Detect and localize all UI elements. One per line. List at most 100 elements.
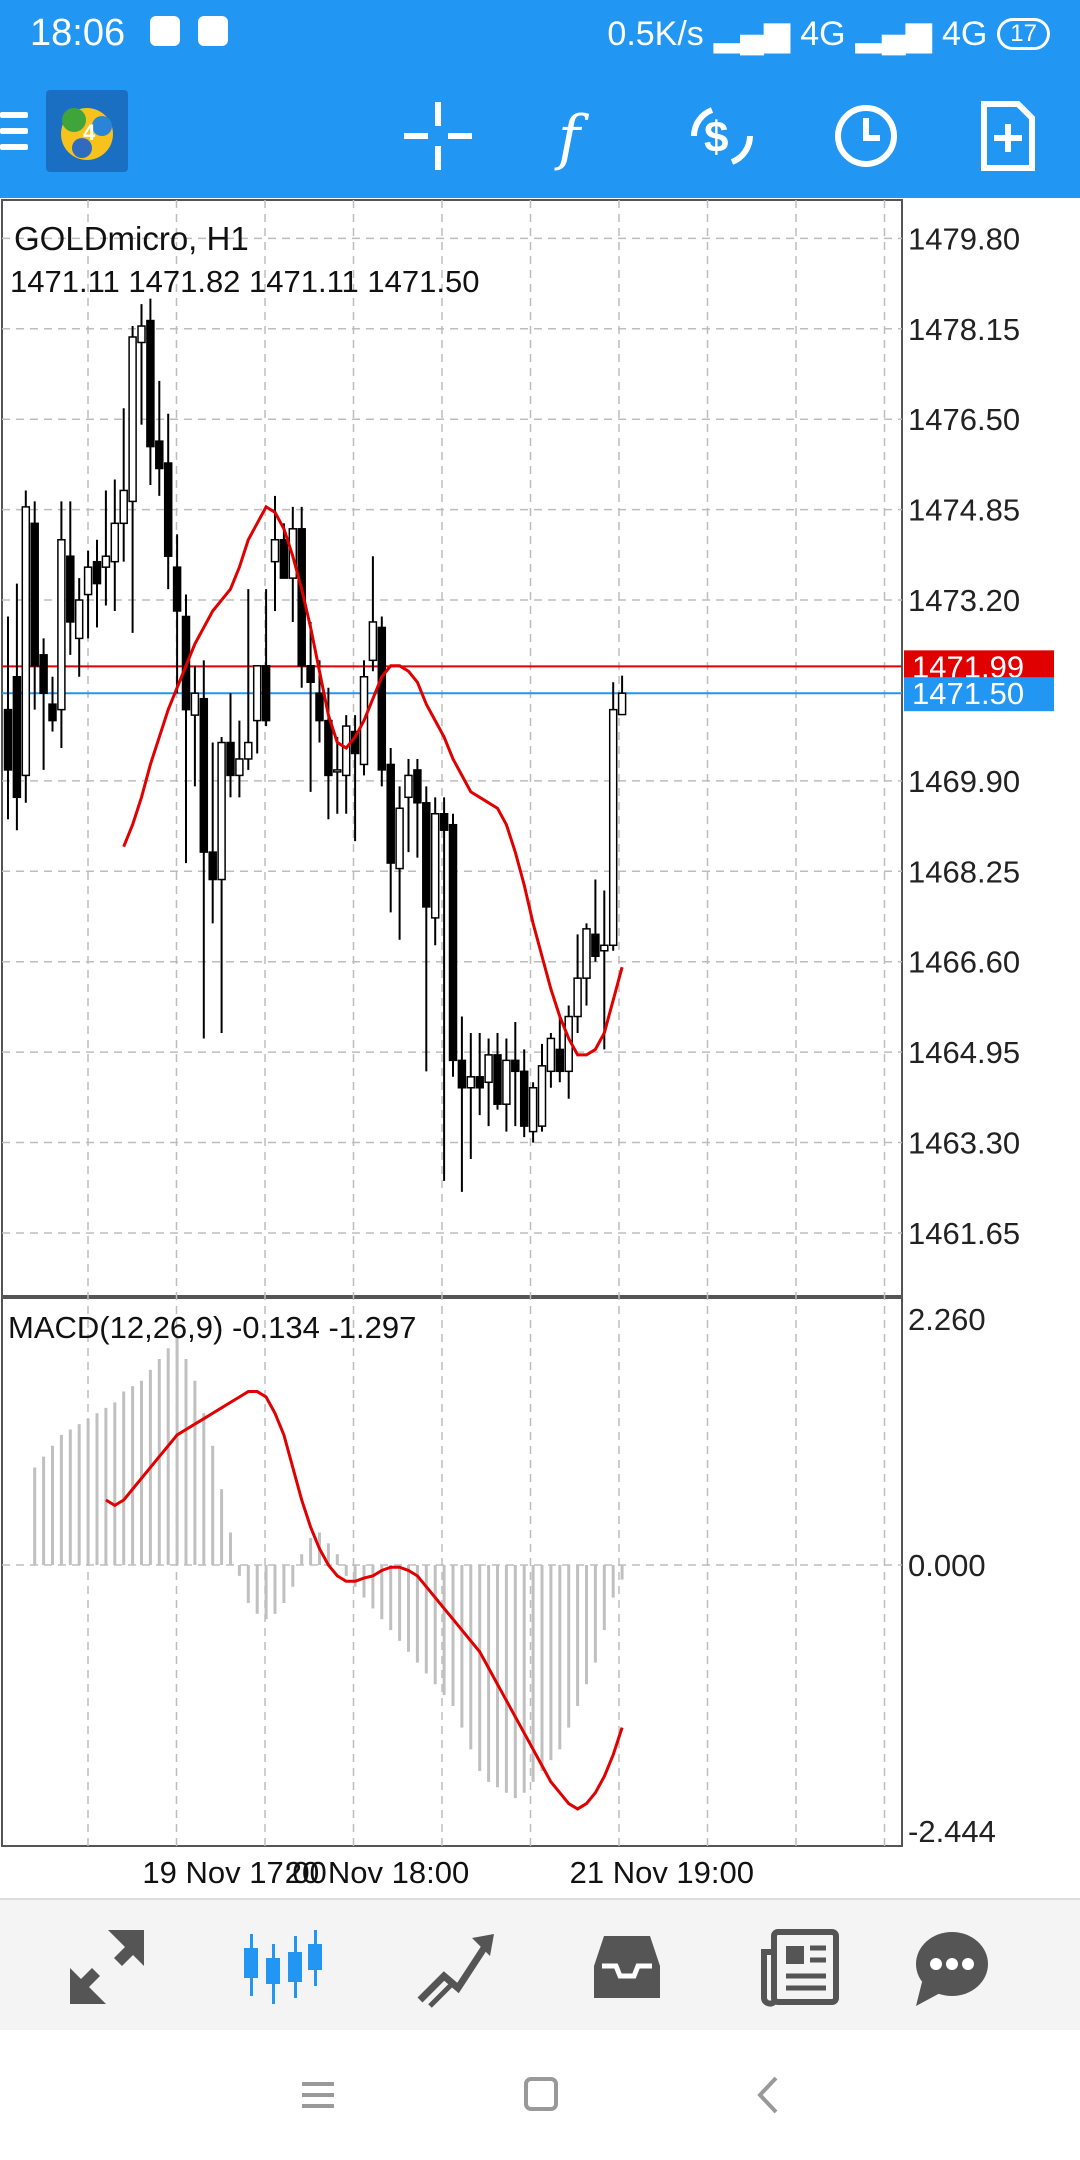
svg-text:4: 4 — [83, 120, 96, 145]
price-tick-label: 1461.65 — [908, 1216, 1020, 1251]
candle-body — [128, 336, 137, 503]
trade-icon[interactable]: $ — [682, 96, 762, 176]
price-tick-label: 1478.15 — [908, 312, 1020, 347]
candle-body — [279, 539, 289, 579]
candle-body — [448, 823, 458, 1062]
candle-body — [404, 774, 413, 799]
price-chart[interactable]: 1479.80 1478.15 1476.50 1474.85 1473.20 1469.… — [0, 198, 1080, 1898]
candle-body — [546, 1037, 556, 1073]
candle-body — [413, 769, 422, 804]
candle-body — [252, 665, 262, 722]
chart-icon[interactable] — [236, 1922, 326, 2012]
candle-body — [3, 708, 13, 771]
candle-body — [484, 1054, 493, 1084]
candle-body — [368, 621, 378, 662]
time-axis-label: 19 Nov 17:00 — [142, 1855, 326, 1890]
crosshair-icon[interactable] — [398, 96, 478, 176]
status-bar: 18:06 0.5K/s ▂▄▆ 4G ▂▄▆ 4G 17 — [0, 0, 1080, 68]
price-pane — [1, 199, 903, 1297]
macd-tick-label: -2.444 — [908, 1814, 996, 1849]
quotes-icon[interactable] — [62, 1922, 152, 2012]
candle-body — [528, 1087, 538, 1133]
candle-body — [430, 813, 440, 919]
candle-body — [422, 802, 431, 908]
candle-body — [537, 1065, 547, 1127]
candle-body — [493, 1054, 502, 1105]
home-icon[interactable] — [512, 2070, 572, 2120]
moving-average-line — [122, 504, 624, 1057]
period-icon[interactable] — [826, 96, 906, 176]
candle-body — [172, 566, 182, 612]
system-navigation — [0, 2030, 1080, 2160]
candle-body — [119, 489, 128, 525]
price-tick-label: 1476.50 — [908, 402, 1020, 437]
candle-body — [573, 977, 582, 1018]
macd-label: MACD(12,26,9) -0.134 -1.297 — [8, 1310, 416, 1345]
candle-body — [208, 851, 217, 881]
candle-body — [511, 1059, 520, 1073]
candle-body — [600, 944, 609, 952]
new-order-icon[interactable] — [968, 96, 1048, 176]
status-time: 18:06 — [30, 12, 126, 54]
svg-text:$: $ — [704, 113, 728, 162]
time-axis-label: 20 Nov 18:00 — [285, 1855, 469, 1890]
price-tick-label: 1469.90 — [908, 764, 1020, 799]
history-icon[interactable] — [582, 1922, 672, 2012]
candle-body — [395, 807, 404, 870]
candle-body — [235, 758, 244, 777]
trade-nav-icon[interactable] — [410, 1922, 500, 2012]
bid-price-label: 1471.50 — [912, 676, 1024, 711]
candle-body — [502, 1059, 511, 1105]
chat-icon[interactable] — [906, 1922, 996, 2012]
candle-body — [146, 319, 155, 448]
candle-body — [439, 813, 449, 831]
svg-text:f: f — [554, 103, 590, 173]
network-type-1: 4G — [800, 14, 846, 53]
network-type-2: 4G — [941, 14, 988, 53]
candle-body — [48, 703, 57, 722]
candle-body — [199, 697, 209, 853]
battery-icon: 17 — [997, 18, 1050, 50]
candle-body — [190, 692, 200, 716]
indicators-icon[interactable]: f — [538, 96, 618, 176]
candle-body — [57, 539, 66, 711]
candle-body — [110, 522, 120, 563]
candle-body — [386, 763, 395, 864]
ohlc-label: 1471.11 1471.82 1471.11 1471.50 — [10, 264, 479, 299]
chart-area[interactable]: 1479.80 1478.15 1476.50 1474.85 1473.20 1469.… — [0, 198, 1080, 1898]
recents-icon[interactable] — [290, 2070, 350, 2120]
metatrader-logo[interactable]: 4 — [46, 90, 128, 172]
signal-icon-1: ▂▄▆ — [713, 15, 791, 53]
price-tick-label: 1473.20 — [908, 583, 1020, 618]
candle-body — [555, 1048, 565, 1073]
price-tick-label: 1463.30 — [908, 1126, 1020, 1161]
candle-body — [297, 528, 306, 667]
menu-icon[interactable] — [0, 112, 28, 158]
back-icon[interactable] — [740, 2070, 800, 2120]
candle-body — [226, 741, 235, 777]
candle-body — [66, 555, 75, 623]
price-tick-label: 1474.85 — [908, 493, 1020, 528]
candle-body — [12, 676, 22, 799]
macd-tick-label: 2.260 — [908, 1302, 986, 1337]
candle-body — [39, 654, 48, 694]
candle-body — [617, 692, 627, 716]
candle-body — [270, 539, 280, 563]
candle-body — [217, 741, 226, 881]
candle-body — [306, 665, 315, 683]
bottom-navigation — [0, 1898, 1080, 2032]
candle-body — [137, 325, 146, 344]
add-notification-icon — [198, 16, 228, 46]
price-tick-label: 1464.95 — [908, 1035, 1020, 1070]
notification-icon — [150, 16, 180, 46]
candle-body — [155, 440, 164, 470]
price-tick-label: 1466.60 — [908, 945, 1020, 980]
candle-body — [341, 725, 351, 777]
candle-body — [315, 692, 324, 722]
news-icon[interactable] — [756, 1922, 846, 2012]
candle-body — [261, 665, 271, 722]
candle-body — [519, 1070, 529, 1127]
status-right: 0.5K/s ▂▄▆ 4G ▂▄▆ 4G 17 — [607, 14, 1050, 54]
candle-body — [163, 462, 173, 557]
candle-body — [582, 928, 591, 979]
